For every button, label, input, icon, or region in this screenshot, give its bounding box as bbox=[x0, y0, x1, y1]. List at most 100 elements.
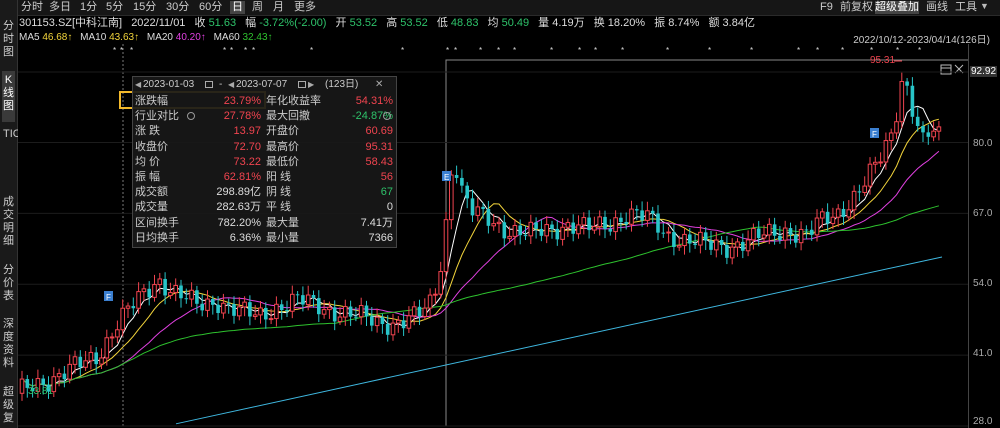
candle-body bbox=[364, 305, 369, 317]
candle-body bbox=[327, 306, 332, 311]
super-overlay-button[interactable]: 超级叠加 bbox=[875, 1, 919, 14]
event-star-icon: * bbox=[870, 46, 873, 55]
nav-price-table[interactable]: 分价表 bbox=[3, 264, 14, 302]
draw-line-button[interactable]: 画线 bbox=[926, 1, 948, 13]
candle-body bbox=[62, 373, 67, 380]
calendar-icon[interactable] bbox=[205, 81, 213, 88]
candle-body bbox=[211, 299, 215, 305]
stat-label: 振 幅 bbox=[135, 171, 161, 183]
stat-value: 62.81% bbox=[223, 171, 261, 183]
candle-body bbox=[279, 304, 284, 311]
event-star-icon: * bbox=[446, 46, 449, 55]
candle-body bbox=[756, 228, 761, 239]
candle-body bbox=[619, 217, 623, 222]
stat-label: 均 价 bbox=[135, 155, 161, 168]
stat-label: 收盘价 bbox=[135, 140, 168, 153]
candle-body bbox=[46, 384, 51, 392]
svg-text:F: F bbox=[106, 293, 111, 302]
start-date[interactable]: 2023-01-03 bbox=[143, 79, 195, 90]
candle-body bbox=[104, 337, 110, 359]
nav-intraday-chart[interactable]: 分时图 bbox=[3, 20, 14, 58]
stat-label: 日均换手 bbox=[135, 231, 179, 244]
maximize-icon[interactable] bbox=[940, 64, 952, 75]
candle-body bbox=[173, 284, 178, 294]
price-axis: 92.92 80.0 67.0 54.0 41.0 28.0 bbox=[968, 44, 1000, 428]
stat-value: 13.97 bbox=[233, 125, 261, 138]
tab-intraday[interactable]: 分时 bbox=[21, 1, 43, 13]
candle-body bbox=[788, 228, 793, 235]
candle-body bbox=[216, 304, 220, 314]
candle-body bbox=[523, 235, 528, 237]
event-markers: * * * * * * * * * * * * * * * * * * * * * * * * * * * bbox=[113, 46, 921, 55]
candle-body bbox=[19, 378, 25, 394]
tab-monthly[interactable]: 月 bbox=[273, 1, 284, 13]
candle-body bbox=[883, 140, 889, 163]
end-date[interactable]: 2023-07-07 bbox=[236, 79, 288, 90]
candle-body bbox=[460, 177, 464, 186]
candle-body bbox=[242, 301, 247, 308]
event-star-icon: * bbox=[252, 46, 255, 55]
tab-60min[interactable]: 60分 bbox=[199, 1, 223, 13]
candle-body bbox=[751, 227, 756, 241]
candle-body bbox=[782, 227, 788, 241]
candle-body bbox=[78, 356, 83, 368]
event-star-icon: * bbox=[479, 46, 482, 55]
candle-body bbox=[332, 307, 337, 322]
candle-body bbox=[926, 132, 931, 137]
play-arrow-icon[interactable]: ▶ bbox=[308, 80, 315, 89]
next-arrow-icon[interactable]: ◀ bbox=[228, 80, 235, 89]
calendar-icon[interactable] bbox=[298, 81, 306, 88]
prev-arrow-icon[interactable]: ◀ bbox=[135, 80, 142, 89]
candle-body bbox=[83, 360, 88, 368]
candle-body bbox=[676, 245, 682, 248]
nav-tick[interactable]: TICK bbox=[3, 128, 29, 140]
nav-kline-chart[interactable]: K线图 bbox=[2, 71, 15, 122]
change-label: 幅 bbox=[245, 17, 257, 29]
quote-date: 2022/11/01 bbox=[131, 17, 186, 29]
candle-body bbox=[650, 210, 655, 214]
vol-value: 4.19万 bbox=[552, 17, 585, 29]
candle-body bbox=[311, 295, 316, 299]
tab-weekly[interactable]: 周 bbox=[252, 1, 263, 13]
tab-multi-day[interactable]: 多日 bbox=[49, 1, 71, 13]
tools-button[interactable]: 工具 bbox=[955, 1, 977, 13]
nav-depth-data[interactable]: 深度资料 bbox=[3, 318, 14, 369]
close-label: 收 bbox=[194, 17, 206, 29]
candle-body bbox=[873, 161, 878, 165]
tab-daily[interactable]: 日 bbox=[230, 1, 245, 14]
f9-button[interactable]: F9 bbox=[820, 1, 833, 13]
candle-body bbox=[120, 307, 126, 331]
tab-5min[interactable]: 5分 bbox=[106, 1, 124, 13]
event-star-icon: * bbox=[918, 46, 921, 55]
help-icon[interactable] bbox=[383, 112, 391, 121]
stat-value: 298.89亿 bbox=[216, 186, 261, 199]
event-star-icon: * bbox=[797, 46, 800, 55]
nav-trade-detail[interactable]: 成交明细 bbox=[3, 196, 14, 247]
candle-body bbox=[51, 376, 57, 393]
forward-adjust-button[interactable]: 前复权 bbox=[840, 1, 873, 13]
help-icon[interactable] bbox=[187, 112, 195, 121]
tab-30min[interactable]: 30分 bbox=[166, 1, 190, 13]
close-icon[interactable]: ✕ bbox=[375, 79, 384, 90]
tab-more[interactable]: 更多 bbox=[294, 1, 316, 13]
candle-body bbox=[374, 316, 380, 327]
long-ma-line bbox=[175, 256, 943, 425]
candle-body bbox=[88, 351, 94, 362]
ma10-label: MA10 bbox=[80, 32, 107, 43]
flag-icon[interactable]: F bbox=[870, 128, 879, 139]
stat-value: 782.20% bbox=[217, 216, 261, 229]
ma10-value: 43.63↑ bbox=[109, 32, 140, 43]
candle-body bbox=[714, 239, 719, 251]
candle-body bbox=[152, 284, 157, 298]
chevron-down-icon[interactable]: ▼ bbox=[980, 1, 989, 11]
event-flag-icon[interactable]: E bbox=[442, 171, 451, 182]
tab-15min[interactable]: 15分 bbox=[133, 1, 157, 13]
ma5-label: MA5 bbox=[19, 32, 40, 43]
candle-body bbox=[35, 378, 41, 392]
candle-body bbox=[417, 306, 422, 317]
svg-text:F: F bbox=[872, 130, 877, 139]
tab-1min[interactable]: 1分 bbox=[80, 1, 98, 13]
flag-icon[interactable]: F bbox=[104, 291, 113, 302]
nav-super-restore[interactable]: 超级复 bbox=[3, 386, 14, 424]
candle-body bbox=[635, 209, 639, 211]
